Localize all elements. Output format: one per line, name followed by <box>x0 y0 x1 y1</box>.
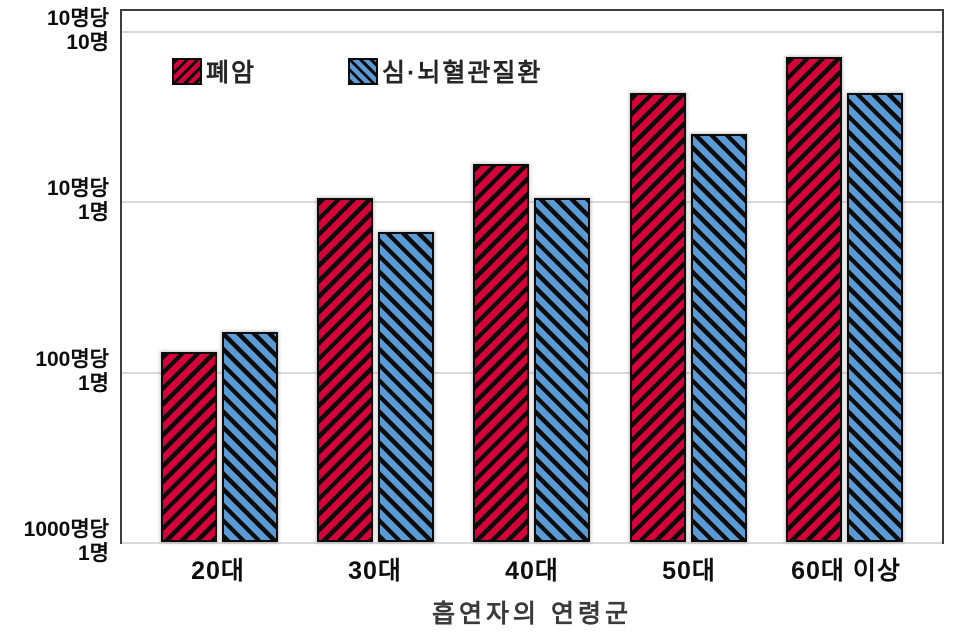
y-tick-label: 10명당 10명 <box>47 6 109 54</box>
bar-cardio-cerebrovascular-disease-4 <box>690 134 747 542</box>
bar-cardio-cerebrovascular-disease-1 <box>222 332 279 542</box>
bar-lung-cancer-5 <box>785 57 842 542</box>
legend-item-cardio-cerebrovascular: 심·뇌혈관질환 <box>348 53 542 89</box>
bar-lung-cancer-1 <box>161 352 218 542</box>
bar-group <box>785 57 903 542</box>
bar-lung-cancer-2 <box>317 198 374 542</box>
bar-group <box>629 93 747 542</box>
y-tick-label: 10명당 1명 <box>47 177 109 225</box>
x-tick-label: 20대 <box>191 557 245 585</box>
y-tick-label: 100명당 1명 <box>35 347 109 395</box>
plot-area: 폐암 심·뇌혈관질환 <box>120 9 944 544</box>
bar-group <box>161 332 279 542</box>
x-tick-label: 30대 <box>348 557 402 585</box>
legend-label-lung-cancer: 폐암 <box>206 59 257 87</box>
bar-lung-cancer-4 <box>629 93 686 542</box>
gridline <box>122 542 942 544</box>
gridline <box>122 30 942 33</box>
gridline <box>122 201 942 204</box>
x-axis-tick-labels: 20대 30대 40대 50대 60대 이상 <box>120 551 944 587</box>
bar-cardio-cerebrovascular-disease-2 <box>378 232 435 542</box>
bar-group <box>317 198 435 542</box>
x-tick-label: 60대 이상 <box>791 557 901 585</box>
cardio-cerebrovascular-hatch-swatch-icon <box>348 57 379 85</box>
legend-item-lung-cancer: 폐암 <box>172 53 256 89</box>
bar-series <box>122 11 942 542</box>
y-tick-label: 1000명당 1명 <box>23 517 109 565</box>
bar-group <box>473 164 591 542</box>
y-axis-tick-labels: 10명당 10명 10명당 1명 100명당 1명 1000명당 1명 <box>0 0 113 632</box>
gridline <box>122 371 942 374</box>
bar-lung-cancer-3 <box>473 164 530 542</box>
lung-cancer-hatch-swatch-icon <box>172 57 202 85</box>
x-axis-title: 흡연자의 연령군 <box>432 600 632 628</box>
legend: 폐암 심·뇌혈관질환 <box>172 53 542 89</box>
x-tick-label: 40대 <box>505 557 559 585</box>
bar-cardio-cerebrovascular-disease-3 <box>534 198 591 542</box>
x-tick-label: 50대 <box>662 557 716 585</box>
bar-cardio-cerebrovascular-disease-5 <box>846 93 903 542</box>
legend-label-cardio-cerebrovascular: 심·뇌혈관질환 <box>382 59 543 87</box>
